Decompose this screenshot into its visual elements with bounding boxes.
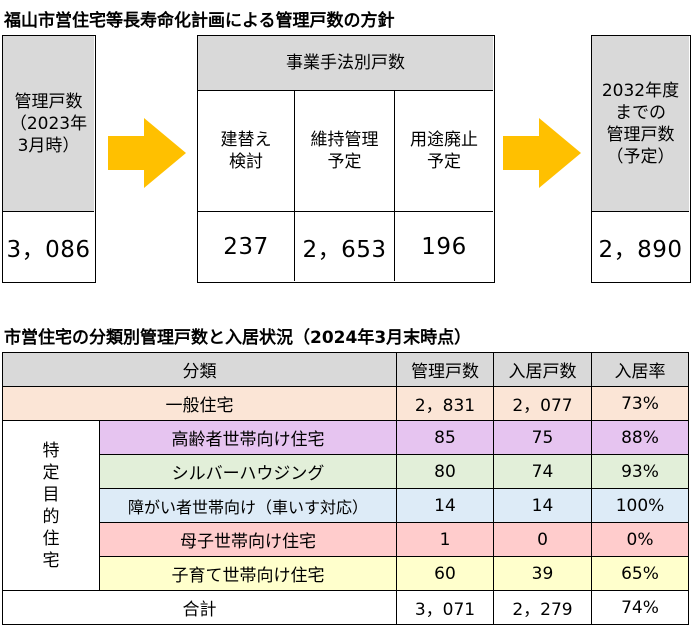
status-title: 市営住宅の分類別管理戸数と入居状況（2024年3月末時点） [4,328,472,348]
row-label: 合計 [2,590,397,625]
header-managed: 管理戸数 [396,352,494,387]
future-units-label: 2032年度 までの 管理戸数 （予定） [592,36,689,212]
row-occupied: 74 [493,454,592,489]
current-units-value: 3，086 [6,236,91,263]
row-rate: 65% [591,556,689,591]
special-purpose-group-label: 特 定 目 的 住 宅 [2,420,100,591]
row-managed: 14 [396,488,494,523]
row-occupied: 0 [493,522,592,557]
row-label: 一般住宅 [2,386,397,421]
method-value-abolish: 196 [421,233,467,260]
table-row-total: 合計 3，071 2，279 74% [2,590,689,625]
future-units-value: 2，890 [598,236,683,263]
method-value-maintain: 2，653 [295,212,395,281]
row-rate: 88% [591,420,689,455]
row-occupied: 39 [493,556,592,591]
row-rate: 74% [591,590,689,625]
row-occupied: 75 [493,420,592,455]
row-managed: 85 [396,420,494,455]
row-label: 子育て世帯向け住宅 [99,556,397,591]
method-label-rebuild: 建替え 検討 [198,91,295,212]
future-units-box: 2032年度 までの 管理戸数 （予定） 2，890 [591,35,691,283]
table-row-disabled: 障がい者世帯向け（車いす対応） 14 14 100% [2,488,689,523]
method-value-rebuild: 237 [198,212,295,281]
table-row-silver: シルバーハウジング 80 74 93% [2,454,689,489]
method-label-maintain: 維持管理 予定 [295,91,395,212]
row-label: 高齢者世帯向け住宅 [99,420,397,455]
header-category: 分類 [2,352,397,387]
row-managed: 2，831 [396,386,494,421]
methods-box: 事業手法別戸数 建替え 検討 維持管理 予定 用途廃止 予定 237 2，653… [197,35,495,283]
row-label: シルバーハウジング [99,454,397,489]
methods-header: 事業手法別戸数 [198,36,493,91]
table-row-general: 一般住宅 2，831 2，077 73% [2,386,689,421]
row-managed: 80 [396,454,494,489]
row-rate: 73% [591,386,689,421]
table-row-single-parent: 母子世帯向け住宅 1 0 0% [2,522,689,557]
table-row-childcare: 子育て世帯向け住宅 60 39 65% [2,556,689,591]
row-rate: 0% [591,522,689,557]
row-label: 母子世帯向け住宅 [99,522,397,557]
row-occupied: 2，279 [493,590,592,625]
right-arrow-icon [503,118,581,188]
row-occupied: 14 [493,488,592,523]
table-row-elderly: 特 定 目 的 住 宅 高齢者世帯向け住宅 85 75 88% [2,420,689,591]
row-label: 障がい者世帯向け（車いす対応） [99,488,397,523]
occupancy-table: 分類 管理戸数 入居戸数 入居率 一般住宅 2，831 2，077 73% 特 … [2,352,689,625]
current-units-box: 管理戸数 （2023年 3月時） 3，086 [2,35,96,283]
row-managed: 1 [396,522,494,557]
row-rate: 100% [591,488,689,523]
row-managed: 3，071 [396,590,494,625]
current-units-label: 管理戸数 （2023年 3月時） [3,36,94,212]
row-rate: 93% [591,454,689,489]
right-arrow-icon [108,118,186,188]
row-managed: 60 [396,556,494,591]
header-occupied: 入居戸数 [493,352,592,387]
method-label-abolish: 用途廃止 予定 [395,91,493,212]
row-occupied: 2，077 [493,386,592,421]
header-rate: 入居率 [591,352,689,387]
table-header-row: 分類 管理戸数 入居戸数 入居率 [2,352,689,387]
plan-title: 福山市営住宅等長寿命化計画による管理戸数の方針 [4,11,395,31]
